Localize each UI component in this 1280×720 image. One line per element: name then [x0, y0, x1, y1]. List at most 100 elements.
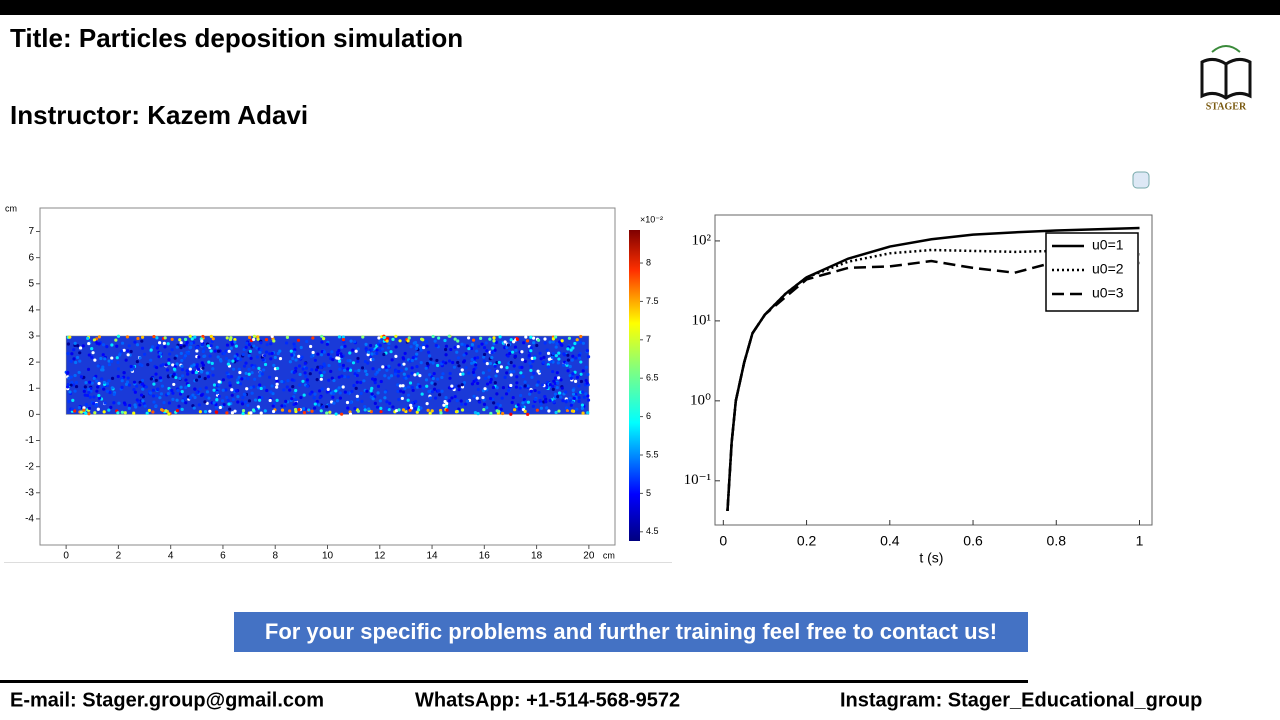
particle: [356, 347, 360, 351]
particle: [561, 363, 566, 367]
particle: [456, 345, 460, 349]
particle: [145, 411, 149, 415]
particle: [443, 347, 448, 352]
particle: [554, 354, 558, 358]
x-tick-label: 1: [1136, 533, 1144, 549]
particle: [565, 408, 570, 413]
particle: [210, 339, 214, 343]
particle: [240, 377, 244, 381]
particle: [378, 343, 382, 348]
particle: [501, 386, 506, 390]
particle: [116, 374, 120, 379]
particle: [568, 364, 572, 369]
particle: [522, 341, 526, 345]
particle: [546, 365, 550, 369]
particle: [527, 353, 531, 357]
particle: [557, 376, 561, 380]
particle: [192, 406, 196, 410]
y-tick-label: 3: [28, 331, 34, 342]
particle: [132, 380, 137, 384]
particle: [133, 340, 137, 344]
particle: [201, 366, 205, 370]
particle: [526, 400, 531, 404]
particle: [442, 403, 446, 407]
particle: [231, 367, 236, 371]
particle: [76, 344, 80, 348]
particle: [552, 379, 556, 383]
particle: [234, 344, 238, 348]
particle: [364, 342, 368, 346]
x-unit: cm: [603, 550, 615, 560]
particle: [269, 342, 273, 346]
particle: [523, 380, 527, 384]
particle: [571, 388, 575, 393]
particle: [230, 393, 234, 397]
particle: [472, 394, 476, 398]
particle: [425, 401, 429, 406]
particle: [82, 408, 86, 412]
particle: [340, 412, 344, 416]
particle: [157, 341, 162, 345]
particle: [91, 351, 95, 355]
particle: [539, 402, 543, 406]
particle: [110, 386, 114, 390]
particle: [309, 344, 313, 349]
particle: [199, 370, 204, 374]
particle: [337, 386, 341, 390]
particle: [221, 388, 225, 392]
particle: [354, 386, 358, 390]
particle: [107, 379, 111, 383]
particle: [243, 400, 248, 404]
particle: [200, 339, 204, 343]
particle: [93, 358, 97, 362]
particle: [556, 361, 560, 365]
particle: [318, 395, 322, 400]
particle: [117, 401, 121, 405]
particle: [482, 355, 486, 359]
particle: [564, 390, 568, 394]
particle: [247, 367, 251, 371]
particle: [68, 390, 72, 394]
particle: [561, 399, 565, 403]
particle: [229, 346, 233, 350]
particle: [460, 368, 464, 372]
particle: [309, 354, 314, 359]
particle: [482, 402, 487, 406]
particle: [158, 351, 162, 355]
particle: [349, 339, 353, 343]
x-tick-label: 16: [479, 551, 491, 562]
particle: [570, 358, 574, 362]
particle: [151, 394, 156, 398]
particle: [312, 396, 316, 400]
particle: [573, 341, 577, 346]
particle: [370, 386, 374, 390]
particle: [520, 350, 524, 354]
particle: [194, 370, 199, 375]
particle: [346, 406, 350, 410]
particle: [243, 393, 247, 397]
particle: [537, 390, 541, 395]
particle: [418, 374, 422, 378]
particle: [228, 407, 232, 411]
particle: [348, 368, 353, 372]
particle: [521, 401, 525, 405]
particle: [231, 397, 235, 402]
particle: [228, 383, 232, 387]
particle: [340, 345, 344, 349]
particle: [490, 350, 494, 355]
particle: [100, 368, 104, 372]
particle: [224, 356, 229, 361]
particle: [205, 390, 210, 394]
particle: [407, 336, 411, 340]
legend-label: u0=3: [1092, 285, 1124, 301]
particle: [127, 344, 131, 348]
particle: [492, 339, 496, 343]
particle: [520, 358, 525, 362]
particle: [270, 384, 274, 388]
particle: [294, 388, 298, 393]
particle: [439, 411, 443, 415]
particle: [415, 364, 419, 369]
particle: [167, 401, 171, 405]
particle: [288, 360, 292, 364]
particle: [471, 338, 476, 342]
